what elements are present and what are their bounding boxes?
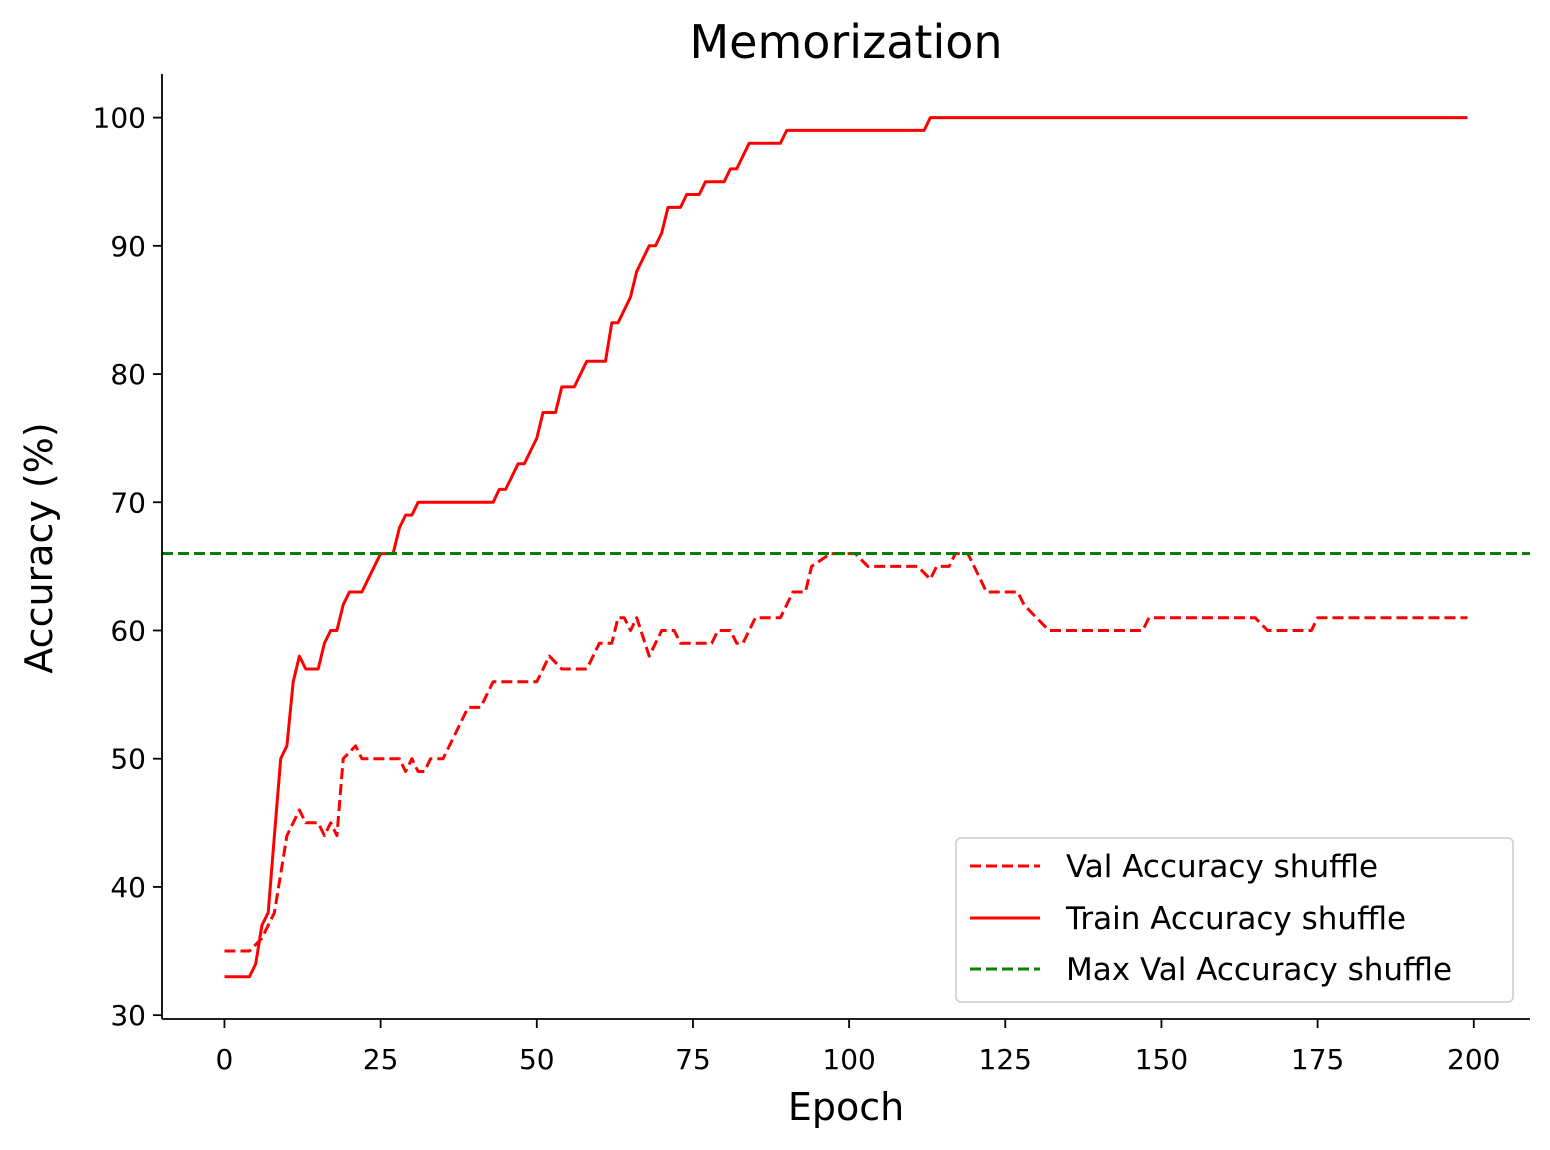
y-tick-label: 40 [110,871,146,904]
x-axis-label: Epoch [788,1085,904,1129]
y-tick-label: 50 [110,743,146,776]
y-tick-label: 30 [110,999,146,1032]
x-tick-label: 150 [1135,1043,1188,1076]
plot-area [162,116,1530,979]
y-tick-label: 80 [110,358,146,391]
chart-title: Memorization [689,15,1002,69]
x-tick-label: 0 [216,1043,234,1076]
x-tick-label: 125 [979,1043,1032,1076]
x-tick-label: 50 [519,1043,555,1076]
legend-label-max-val: Max Val Accuracy shuffle [1066,952,1452,988]
x-tick-label: 175 [1291,1043,1344,1076]
legend-label-train: Train Accuracy shuffle [1065,901,1406,937]
legend-frame [955,837,1514,1003]
legend-label-val: Val Accuracy shuffle [1066,849,1378,885]
x-tick-label: 200 [1447,1043,1500,1076]
x-tick-label: 25 [363,1043,399,1076]
y-tick-label: 90 [110,230,146,263]
x-tick-label: 100 [822,1043,875,1076]
y-axis-label: Accuracy (%) [17,422,61,673]
y-tick-label: 60 [110,614,146,647]
x-axis-ticks: 0 25 50 75 100 125 150 175 200 [216,1019,1501,1076]
legend: Val Accuracy shuffle Train Accuracy shuf… [955,837,1514,1003]
val-accuracy-line [224,552,1468,953]
y-tick-label: 100 [93,102,146,135]
train-accuracy-line [224,116,1468,979]
x-tick-label: 75 [675,1043,711,1076]
y-tick-label: 70 [110,486,146,519]
y-axis-ticks: 30 40 50 60 70 80 90 100 [93,102,162,1032]
